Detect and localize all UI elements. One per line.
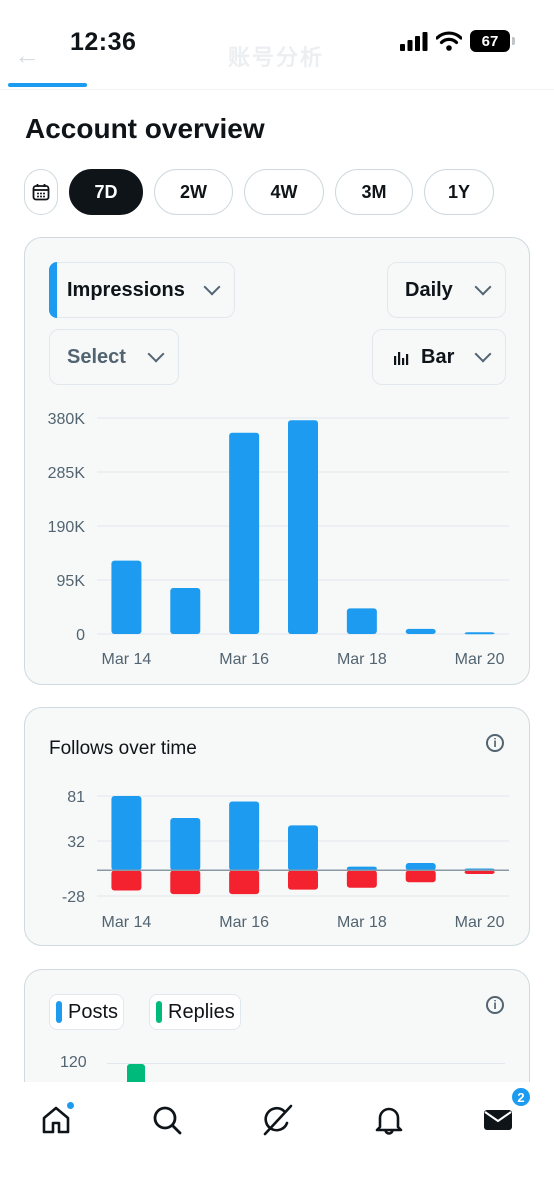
header-divider xyxy=(0,89,554,90)
unfollows-bar xyxy=(346,870,377,888)
compare-dropdown-label: Select xyxy=(67,345,126,368)
chevron-down-icon xyxy=(203,278,221,296)
unfollows-bar xyxy=(111,870,142,891)
status-bar: ← 账号分析 12:36 67 xyxy=(0,0,554,84)
follows-bar xyxy=(170,818,201,871)
chart-type-dropdown[interactable]: Bar xyxy=(372,329,506,385)
calendar-button[interactable] xyxy=(24,169,58,215)
x-tick-label: Mar 16 xyxy=(219,914,269,931)
info-icon[interactable]: i xyxy=(486,734,504,752)
metric-color-marker xyxy=(49,262,57,318)
home-notification-dot xyxy=(66,1101,75,1110)
impressions-chart: 380K 285K 190K 95K 0 Mar 14 Mar 16 Mar 18 Mar 20 xyxy=(48,411,509,668)
x-tick-label: Mar 18 xyxy=(337,914,387,931)
interval-dropdown-label: Daily xyxy=(405,278,453,301)
follows-chart: 81 32 -28 Mar 14 Mar 16 Mar 18 Mar 20 xyxy=(62,789,509,931)
y-tick-label: 0 xyxy=(76,627,85,644)
y-tick-label: -28 xyxy=(62,889,85,906)
legend-posts-label: Posts xyxy=(68,1000,119,1023)
y-tick-label: 380K xyxy=(48,411,86,428)
x-tick-label: Mar 18 xyxy=(337,651,387,668)
legend-replies-label: Replies xyxy=(168,1000,235,1023)
follows-card-title: Follows over time xyxy=(49,738,197,759)
cellular-signal-icon xyxy=(400,32,428,51)
nav-notifications[interactable] xyxy=(369,1100,409,1140)
impressions-bar xyxy=(346,608,377,634)
nav-grok[interactable] xyxy=(258,1100,298,1140)
y-tick-label: 95K xyxy=(57,573,86,590)
legend-swatch-posts xyxy=(56,1001,62,1023)
metric-dropdown-label: Impressions xyxy=(67,278,185,301)
calendar-icon xyxy=(32,184,50,201)
interval-dropdown[interactable]: Daily xyxy=(387,262,506,318)
follows-bar xyxy=(111,796,142,871)
follows-bar xyxy=(405,862,436,871)
range-pill-7d[interactable]: 7D xyxy=(69,169,143,215)
impressions-bar xyxy=(170,587,201,634)
chart-type-label: Bar xyxy=(421,345,455,368)
bar-chart-icon xyxy=(394,352,409,365)
y-tick-label: 285K xyxy=(48,465,86,482)
x-tick-label: Mar 20 xyxy=(455,914,505,931)
chevron-down-icon xyxy=(474,278,492,296)
range-pill-4w[interactable]: 4W xyxy=(244,169,324,215)
range-pill-3m[interactable]: 3M xyxy=(335,169,413,215)
grok-icon xyxy=(263,1104,293,1136)
impressions-bar xyxy=(405,628,436,634)
unfollows-bar xyxy=(464,870,495,874)
y-tick-label: 32 xyxy=(67,834,85,851)
status-icons: 67 xyxy=(400,30,515,52)
search-icon xyxy=(153,1106,182,1135)
follows-bar xyxy=(346,866,377,871)
nav-messages[interactable]: 2 xyxy=(478,1086,532,1140)
compare-dropdown[interactable]: Select xyxy=(49,329,179,385)
chevron-down-icon xyxy=(474,345,492,363)
follows-card: Follows over time i 81 32 -28 Mar 14 Mar 16 M… xyxy=(24,707,530,946)
chevron-down-icon xyxy=(147,345,165,363)
x-tick-label: Mar 20 xyxy=(455,651,505,668)
bottom-nav: 2 xyxy=(0,1082,554,1200)
legend-posts[interactable]: Posts xyxy=(49,994,124,1030)
impressions-bar xyxy=(464,632,495,635)
battery-icon: 67 xyxy=(470,30,515,52)
envelope-icon xyxy=(484,1110,512,1130)
messages-badge: 2 xyxy=(510,1086,532,1108)
metric-dropdown[interactable]: Impressions xyxy=(49,262,235,318)
header-tab-indicator xyxy=(8,83,87,87)
impressions-bar xyxy=(288,420,318,634)
x-tick-label: Mar 14 xyxy=(102,914,152,931)
unfollows-bar xyxy=(405,870,436,883)
follows-bar xyxy=(288,825,318,871)
page-title: Account overview xyxy=(25,113,265,144)
impressions-bar xyxy=(111,560,142,634)
x-tick-label: Mar 16 xyxy=(219,651,269,668)
x-tick-label: Mar 14 xyxy=(102,651,152,668)
follows-bar xyxy=(229,801,260,871)
back-arrow-icon[interactable]: ← xyxy=(14,40,40,70)
wifi-icon xyxy=(436,31,462,51)
y-tick-label: 190K xyxy=(48,519,86,536)
nav-search[interactable] xyxy=(147,1100,187,1140)
impressions-card: Impressions Daily Select Bar 380K 285K 190… xyxy=(24,237,530,685)
unfollows-bar xyxy=(229,870,260,895)
impressions-bar xyxy=(229,432,260,634)
ghost-header-title: 账号分析 xyxy=(228,45,325,70)
range-pill-1y[interactable]: 1Y xyxy=(424,169,494,215)
y-tick-label: 120 xyxy=(60,1054,87,1071)
bell-icon xyxy=(375,1107,403,1135)
nav-home[interactable] xyxy=(36,1100,76,1140)
unfollows-bar xyxy=(288,870,318,890)
home-icon xyxy=(42,1106,70,1134)
legend-swatch-replies xyxy=(156,1001,162,1023)
info-icon[interactable]: i xyxy=(486,996,504,1014)
status-time: 12:36 xyxy=(70,28,137,56)
y-tick-label: 81 xyxy=(67,789,85,806)
unfollows-bar xyxy=(170,870,201,895)
grid-line xyxy=(107,1063,505,1064)
range-pill-2w[interactable]: 2W xyxy=(154,169,233,215)
legend-replies[interactable]: Replies xyxy=(149,994,241,1030)
